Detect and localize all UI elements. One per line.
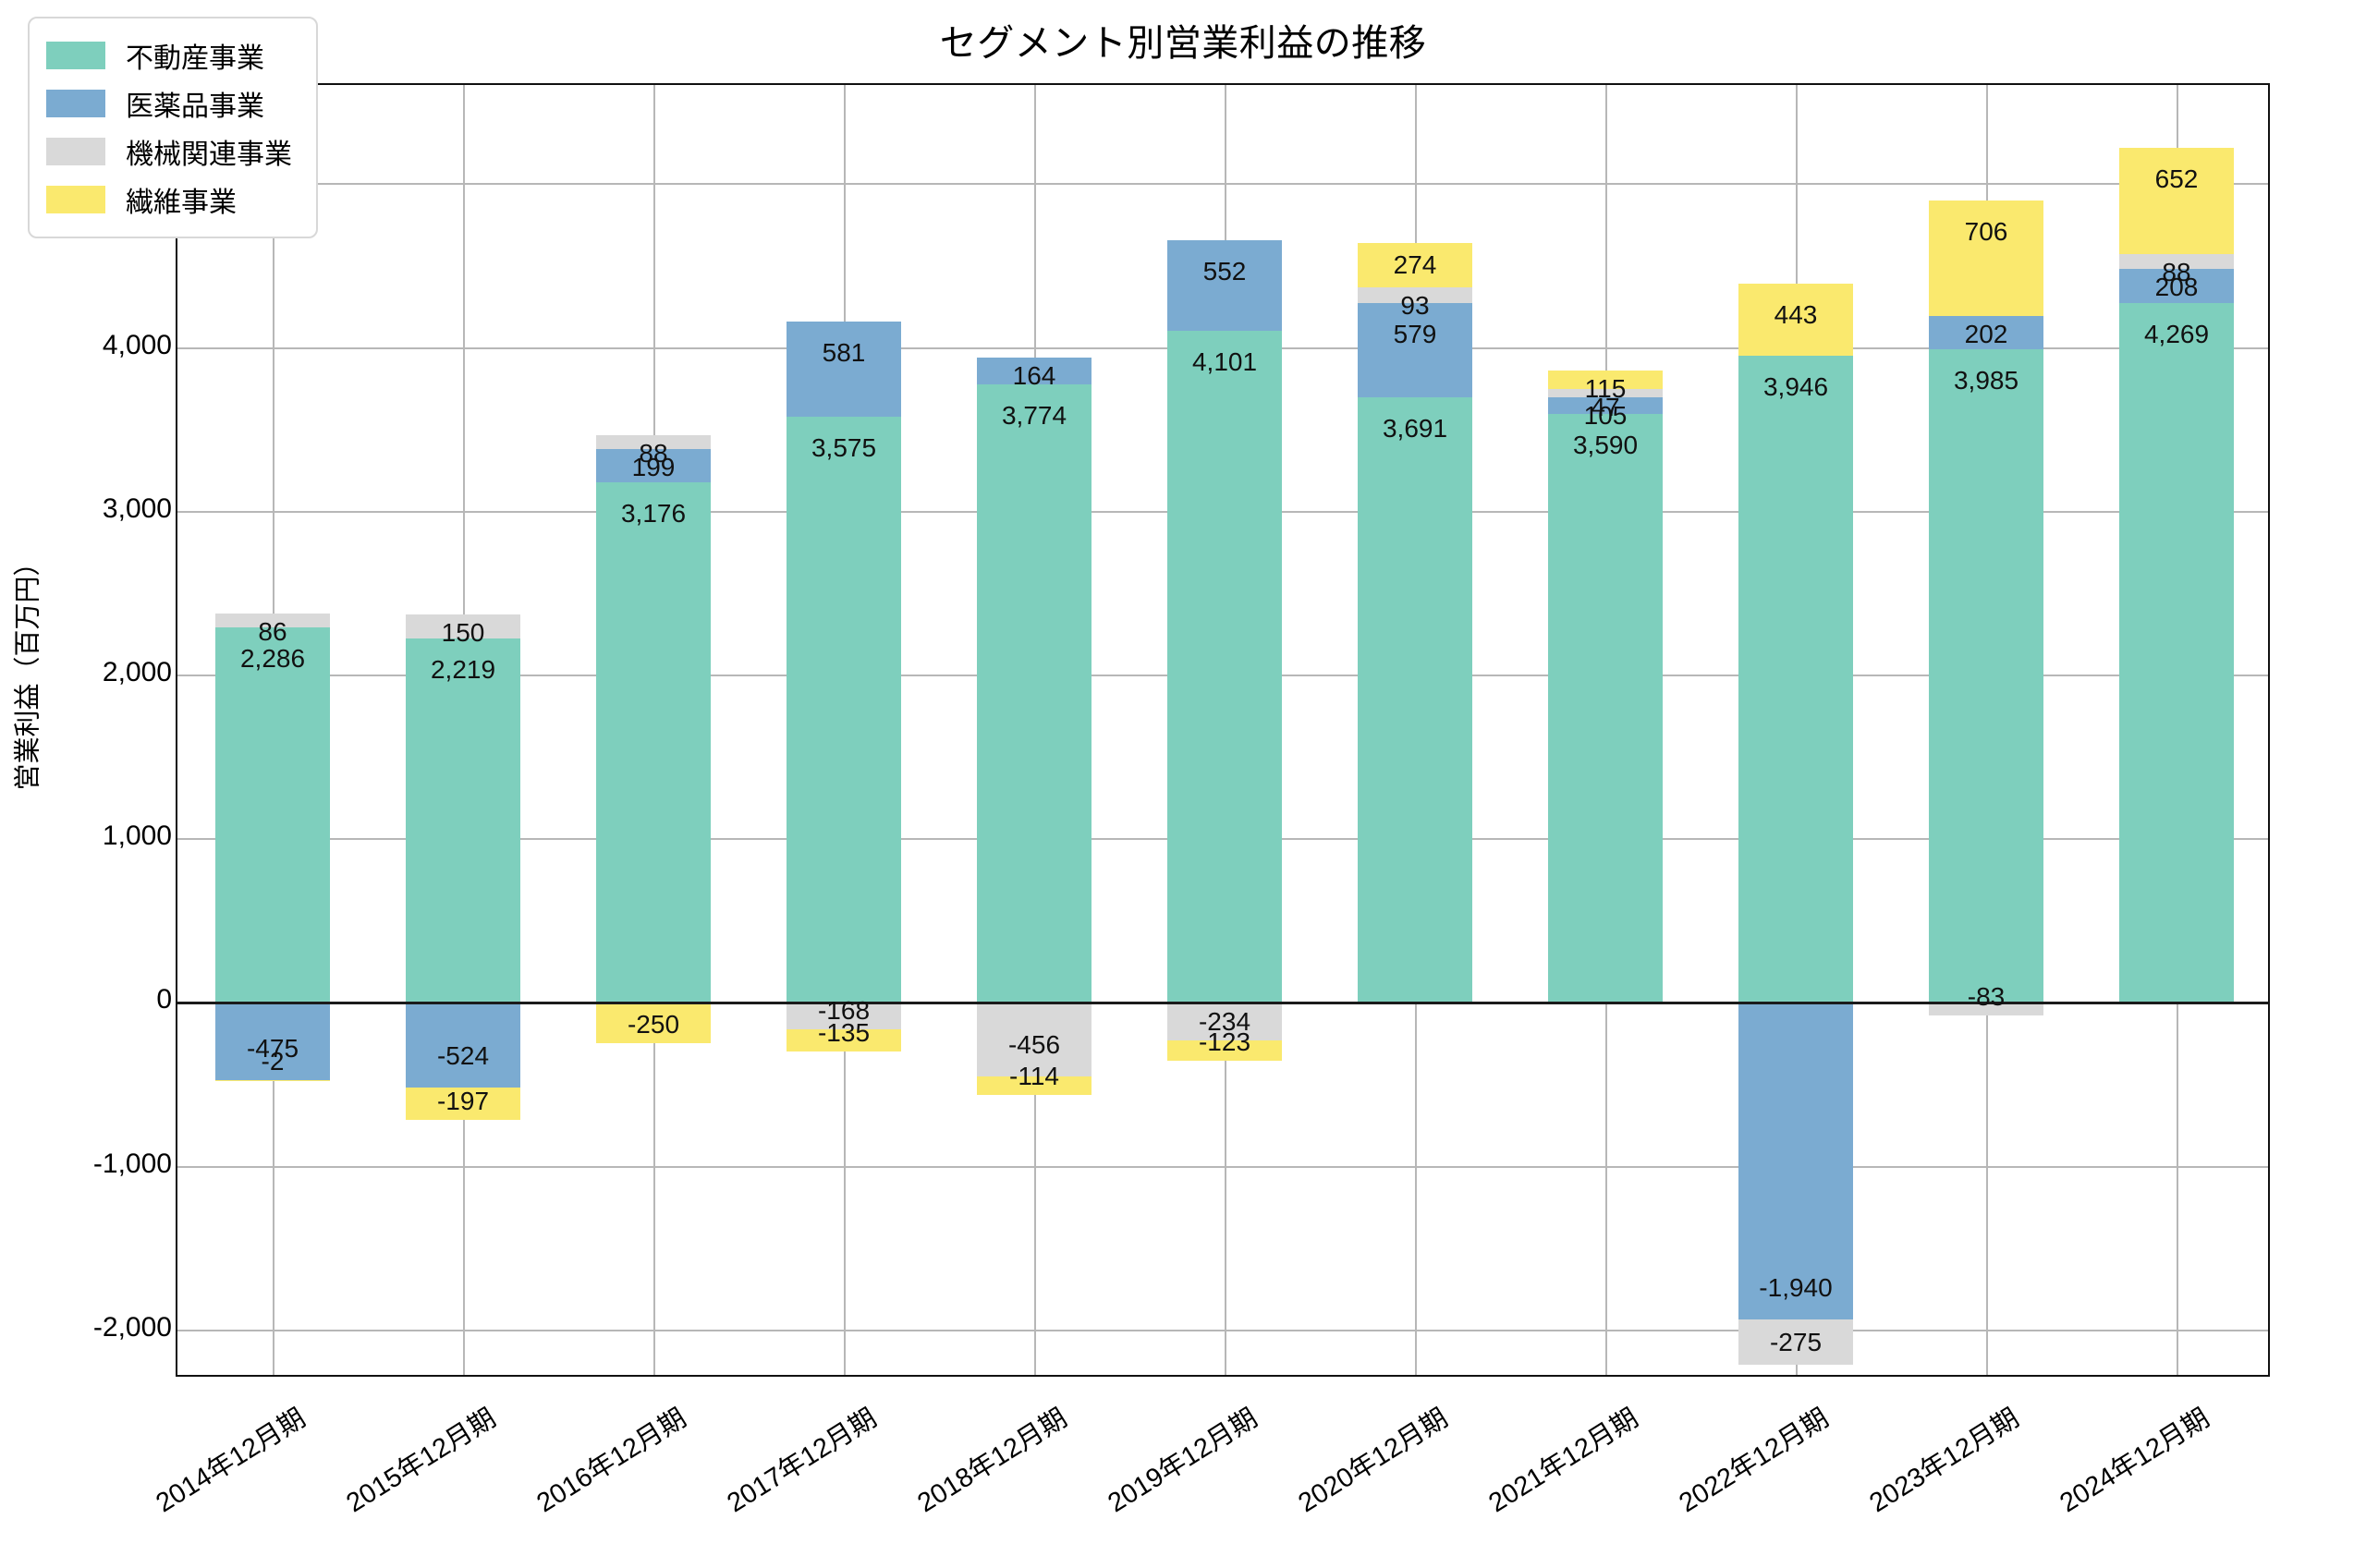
bar-segment[interactable]	[787, 1002, 901, 1030]
bar-segment[interactable]	[215, 1002, 330, 1080]
bar-segment[interactable]	[2119, 254, 2234, 269]
gridline-horizontal	[177, 1329, 2268, 1331]
legend-item-label: 不動産事業	[126, 43, 264, 74]
bar-segment[interactable]	[1358, 242, 1472, 288]
legend-color-swatch	[46, 90, 105, 117]
bar-segment[interactable]	[1167, 330, 1282, 1003]
legend-color-swatch	[46, 138, 105, 165]
bar-segment[interactable]	[1548, 396, 1663, 415]
legend-item[interactable]: 機械関連事業	[46, 128, 292, 176]
x-axis-tick-label: 2020年12月期	[1293, 1403, 1454, 1519]
y-axis-tick-label: -1,000	[92, 1148, 172, 1179]
y-axis-tick-label: 1,000	[102, 820, 172, 852]
bar-segment[interactable]	[1738, 1319, 1853, 1365]
bar-segment[interactable]	[1167, 1039, 1282, 1061]
legend-color-swatch	[46, 186, 105, 213]
y-axis-tick-label: 2,000	[102, 656, 172, 687]
y-axis-tick-label: 3,000	[102, 492, 172, 524]
bar-segment[interactable]	[1738, 1002, 1853, 1320]
x-axis-tick-label: 2018年12月期	[912, 1403, 1073, 1519]
bar-segment[interactable]	[787, 321, 901, 417]
x-axis-tick-label: 2019年12月期	[1103, 1403, 1263, 1519]
page-title: セグメント別営業利益の推移	[939, 23, 1427, 64]
bar-segment[interactable]	[406, 638, 520, 1003]
gridline-horizontal	[177, 1165, 2268, 1168]
x-axis-tick-label: 2023年12月期	[1864, 1403, 2025, 1519]
x-axis-tick-label: 2016年12月期	[531, 1403, 692, 1519]
bar-segment[interactable]	[1548, 370, 1663, 390]
x-axis-tick-label: 2024年12月期	[2055, 1403, 2215, 1519]
bar-segment[interactable]	[1929, 316, 2043, 350]
bar-segment[interactable]	[2119, 147, 2234, 255]
x-axis-tick-label: 2021年12月期	[1483, 1403, 1644, 1519]
bar-segment[interactable]	[406, 614, 520, 639]
bar-segment[interactable]	[977, 357, 1092, 384]
bar-segment[interactable]	[977, 1076, 1092, 1096]
bar-segment[interactable]	[406, 1002, 520, 1088]
bar-segment[interactable]	[1548, 414, 1663, 1003]
chart-legend: 不動産事業医薬品事業機械関連事業 繊維事業	[28, 17, 318, 238]
bar-segment[interactable]	[1929, 349, 2043, 1003]
bar-segment[interactable]	[1167, 239, 1282, 331]
bar-segment[interactable]	[406, 1088, 520, 1121]
bar-segment[interactable]	[596, 449, 711, 482]
bar-segment[interactable]	[1929, 1002, 2043, 1016]
bar-segment[interactable]	[2119, 302, 2234, 1003]
bar-segment[interactable]	[1929, 201, 2043, 317]
legend-item[interactable]: 繊維事業	[46, 176, 292, 224]
x-axis-tick-label: 2017年12月期	[722, 1403, 883, 1519]
legend-item-label: 医薬品事業	[126, 91, 264, 122]
x-axis-tick-label: 2015年12月期	[341, 1403, 502, 1519]
bar-segment[interactable]	[596, 1002, 711, 1043]
bar-segment[interactable]	[2119, 269, 2234, 303]
bar-segment[interactable]	[1358, 397, 1472, 1003]
bar-segment[interactable]	[1738, 356, 1853, 1003]
gridline-horizontal	[177, 183, 2268, 186]
bar-segment[interactable]	[1738, 283, 1853, 357]
bar-segment[interactable]	[215, 1079, 330, 1081]
bar-segment[interactable]	[787, 1029, 901, 1052]
bar-segment[interactable]	[787, 416, 901, 1003]
bar-segment[interactable]	[1358, 302, 1472, 398]
x-axis-tick-label: 2014年12月期	[151, 1403, 311, 1519]
bar-segment[interactable]	[215, 614, 330, 628]
x-axis-tick-label: 2022年12月期	[1674, 1403, 1835, 1519]
bar-segment[interactable]	[596, 481, 711, 1003]
plot-area: 2,286 -475 86 -2 2,219 -524 150 -197 3,176 199 88-…	[176, 83, 2270, 1377]
bar-segment[interactable]	[596, 434, 711, 450]
bar-segment[interactable]	[977, 383, 1092, 1003]
y-axis-tick-label: 0	[156, 984, 172, 1015]
legend-color-swatch	[46, 42, 105, 69]
legend-item-label: 機械関連事業	[126, 140, 292, 170]
bar-segment[interactable]	[215, 627, 330, 1003]
bar-segment[interactable]	[1548, 389, 1663, 397]
bar-segment[interactable]	[1167, 1002, 1282, 1040]
bar-segment[interactable]	[1358, 287, 1472, 303]
y-axis-tick-label: 4,000	[102, 329, 172, 360]
y-axis-tick-label: -2,000	[92, 1311, 172, 1343]
legend-item[interactable]: 医薬品事業	[46, 79, 292, 128]
zero-baseline	[177, 1002, 2268, 1005]
legend-item-label: 繊維事業	[126, 188, 237, 218]
legend-item[interactable]: 不動産事業	[46, 31, 292, 79]
bar-segment[interactable]	[977, 1002, 1092, 1077]
